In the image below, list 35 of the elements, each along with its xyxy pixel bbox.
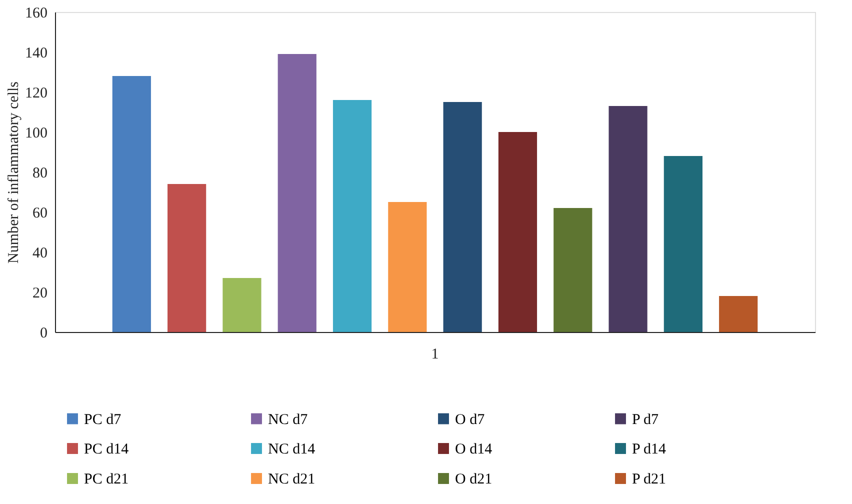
- bar: [608, 106, 648, 332]
- legend-label: PC d21: [84, 472, 129, 488]
- legend-label: PC d7: [84, 412, 122, 428]
- legend-label: P d7: [632, 412, 660, 428]
- y-tick-label: 100: [25, 126, 48, 142]
- y-tick-label: 160: [25, 6, 48, 22]
- legend-label: O d14: [455, 442, 493, 458]
- bar: [168, 184, 206, 332]
- legend-label: NC d21: [268, 472, 316, 488]
- legend-label: PC d14: [84, 442, 130, 458]
- y-tick-label: 60: [32, 206, 48, 222]
- y-axis-title: Number of inflammatory cells: [6, 81, 22, 264]
- bar: [332, 100, 372, 332]
- y-tick-label: 20: [32, 286, 48, 302]
- legend-label: P d14: [632, 442, 667, 458]
- legend-label: NC d14: [268, 442, 316, 458]
- bar: [664, 156, 702, 332]
- x-tick-label: 1: [431, 346, 439, 362]
- legend-label: O d7: [455, 412, 486, 428]
- bar: [554, 208, 592, 332]
- bar: [278, 54, 316, 332]
- legend-label: O d21: [455, 472, 492, 488]
- bar: [719, 296, 758, 332]
- y-tick-label: 120: [25, 86, 48, 102]
- legend-label: P d21: [632, 472, 666, 488]
- bar: [112, 76, 151, 332]
- bar: [222, 278, 262, 332]
- bar: [498, 132, 538, 332]
- y-tick-label: 80: [32, 166, 48, 182]
- y-tick-label: 140: [25, 46, 48, 62]
- bar: [443, 102, 482, 332]
- legend-label: NC d7: [268, 412, 308, 428]
- bar: [388, 202, 427, 332]
- y-tick-label: 0: [40, 326, 48, 342]
- y-tick-label: 40: [32, 246, 48, 262]
